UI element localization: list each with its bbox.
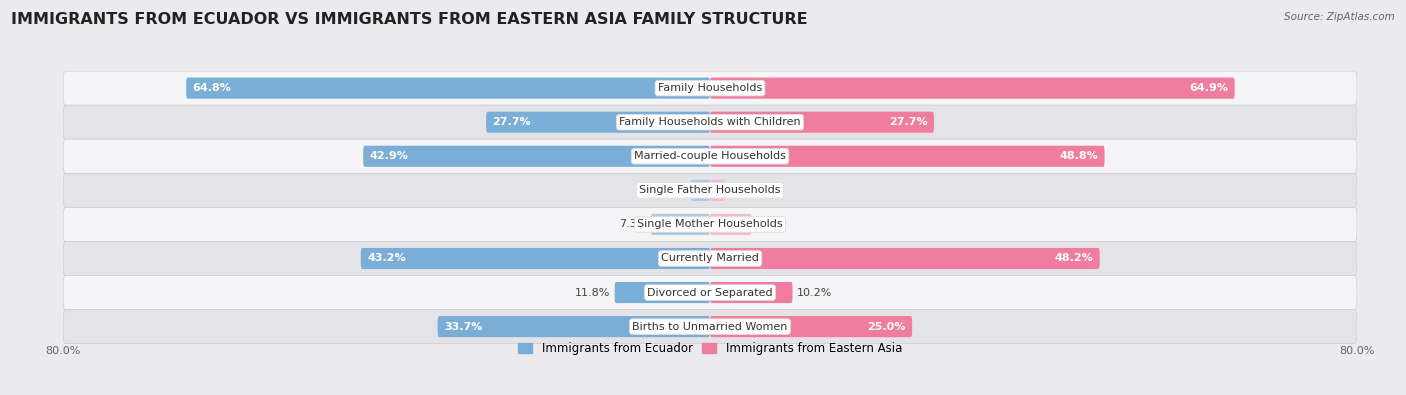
Text: 11.8%: 11.8% <box>575 288 610 297</box>
FancyBboxPatch shape <box>437 316 710 337</box>
Text: 2.4%: 2.4% <box>658 185 686 196</box>
Text: Single Father Households: Single Father Households <box>640 185 780 196</box>
Text: 25.0%: 25.0% <box>868 322 905 332</box>
Text: IMMIGRANTS FROM ECUADOR VS IMMIGRANTS FROM EASTERN ASIA FAMILY STRUCTURE: IMMIGRANTS FROM ECUADOR VS IMMIGRANTS FR… <box>11 12 808 27</box>
FancyBboxPatch shape <box>63 207 1357 241</box>
FancyBboxPatch shape <box>63 139 1357 173</box>
FancyBboxPatch shape <box>710 248 1099 269</box>
Legend: Immigrants from Ecuador, Immigrants from Eastern Asia: Immigrants from Ecuador, Immigrants from… <box>513 337 907 359</box>
Text: 7.3%: 7.3% <box>619 219 647 229</box>
Text: Births to Unmarried Women: Births to Unmarried Women <box>633 322 787 332</box>
FancyBboxPatch shape <box>710 214 751 235</box>
FancyBboxPatch shape <box>710 112 934 133</box>
FancyBboxPatch shape <box>63 173 1357 207</box>
Text: Family Households: Family Households <box>658 83 762 93</box>
Text: 48.8%: 48.8% <box>1059 151 1098 161</box>
Text: 10.2%: 10.2% <box>797 288 832 297</box>
Text: 27.7%: 27.7% <box>889 117 928 127</box>
Text: 27.7%: 27.7% <box>492 117 531 127</box>
Text: 1.9%: 1.9% <box>730 185 758 196</box>
Text: 64.8%: 64.8% <box>193 83 232 93</box>
FancyBboxPatch shape <box>63 71 1357 105</box>
FancyBboxPatch shape <box>710 316 912 337</box>
FancyBboxPatch shape <box>710 180 725 201</box>
FancyBboxPatch shape <box>63 276 1357 310</box>
FancyBboxPatch shape <box>63 241 1357 276</box>
FancyBboxPatch shape <box>486 112 710 133</box>
Text: Single Mother Households: Single Mother Households <box>637 219 783 229</box>
FancyBboxPatch shape <box>63 310 1357 344</box>
Text: Family Households with Children: Family Households with Children <box>619 117 801 127</box>
FancyBboxPatch shape <box>710 77 1234 99</box>
FancyBboxPatch shape <box>614 282 710 303</box>
Text: 43.2%: 43.2% <box>367 254 406 263</box>
Text: 33.7%: 33.7% <box>444 322 482 332</box>
Text: 5.1%: 5.1% <box>755 219 783 229</box>
Text: Currently Married: Currently Married <box>661 254 759 263</box>
FancyBboxPatch shape <box>651 214 710 235</box>
FancyBboxPatch shape <box>690 180 710 201</box>
FancyBboxPatch shape <box>710 146 1105 167</box>
Text: 64.9%: 64.9% <box>1189 83 1229 93</box>
FancyBboxPatch shape <box>63 105 1357 139</box>
Text: Source: ZipAtlas.com: Source: ZipAtlas.com <box>1284 12 1395 22</box>
Text: 42.9%: 42.9% <box>370 151 409 161</box>
FancyBboxPatch shape <box>363 146 710 167</box>
FancyBboxPatch shape <box>710 282 793 303</box>
FancyBboxPatch shape <box>361 248 710 269</box>
Text: 48.2%: 48.2% <box>1054 254 1094 263</box>
Text: Divorced or Separated: Divorced or Separated <box>647 288 773 297</box>
FancyBboxPatch shape <box>186 77 710 99</box>
Text: Married-couple Households: Married-couple Households <box>634 151 786 161</box>
